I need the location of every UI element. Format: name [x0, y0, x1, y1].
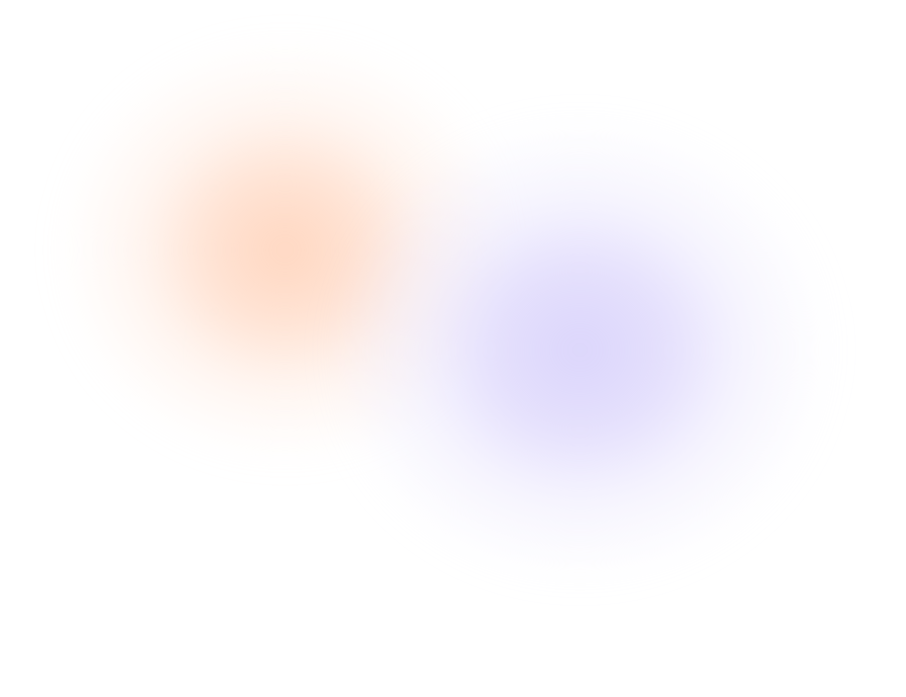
purple-gradient-blob	[330, 120, 830, 580]
